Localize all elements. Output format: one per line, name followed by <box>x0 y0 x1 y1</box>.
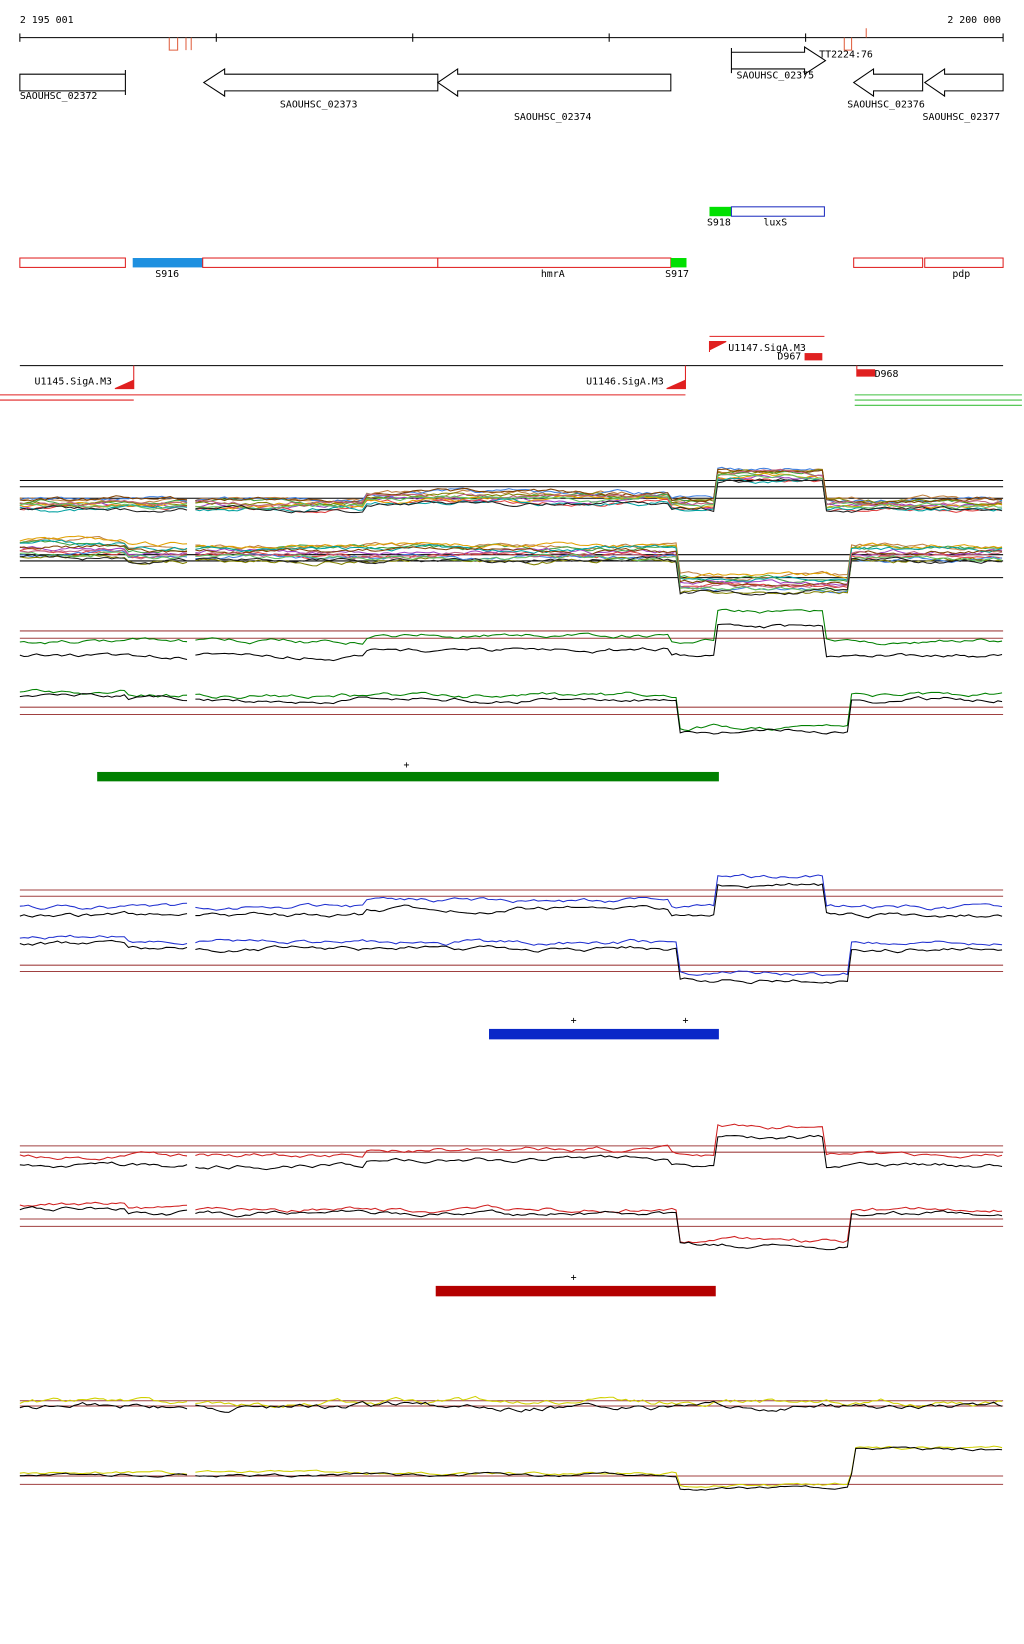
ruler-ticks <box>19 33 1004 42</box>
trace <box>195 546 1003 587</box>
feature-shapes <box>19 206 1004 268</box>
trace <box>19 1470 188 1476</box>
trace <box>195 556 1003 595</box>
trace <box>195 1204 1003 1244</box>
promoter-label: D967 <box>777 351 801 362</box>
gene-label: SAOUHSC_02375 <box>737 70 815 81</box>
trace <box>195 477 1003 514</box>
terminator-label: TT2224:76 <box>819 49 873 60</box>
feature-label: luxS <box>763 218 787 229</box>
trace <box>195 1445 1003 1488</box>
gene-label: SAOUHSC_02374 <box>514 112 592 123</box>
trace <box>195 478 1003 514</box>
track-marker: + <box>403 760 409 771</box>
trace <box>19 495 188 502</box>
trace <box>195 1134 1003 1171</box>
trace <box>19 910 188 918</box>
trace <box>19 535 188 547</box>
trace <box>195 1446 1003 1491</box>
track-marker: + <box>571 1016 577 1027</box>
ruler-end: 2 200 000 <box>947 15 1001 26</box>
gene-label: SAOUHSC_02376 <box>847 100 925 111</box>
promoter-shapes <box>0 335 1022 406</box>
trace <box>195 696 1003 735</box>
trace <box>195 543 1003 583</box>
trace <box>195 556 1003 596</box>
trace <box>19 1397 188 1405</box>
trace <box>195 873 1003 911</box>
feature-label: pdp <box>952 269 970 280</box>
trace <box>19 553 188 565</box>
track-bars <box>97 771 719 1297</box>
trace <box>195 608 1003 646</box>
trace <box>195 468 1003 508</box>
trace <box>19 1151 188 1161</box>
trace <box>19 505 188 513</box>
trace <box>19 1401 188 1410</box>
trace <box>195 553 1003 592</box>
feature-label: S916 <box>155 269 179 280</box>
trace <box>195 1400 1003 1413</box>
trace <box>195 541 1003 580</box>
trace <box>19 1206 188 1216</box>
trace <box>19 544 188 553</box>
trace <box>19 902 188 910</box>
trace <box>195 1395 1003 1409</box>
trace <box>19 652 188 661</box>
trace <box>19 545 188 556</box>
trace <box>195 473 1003 510</box>
trace <box>19 637 188 645</box>
gene-label: SAOUHSC_02373 <box>280 100 358 111</box>
track-marker: + <box>682 1016 688 1027</box>
promoter-label: U1147.SigA.M3 <box>728 343 806 354</box>
promoter-label: U1146.SigA.M3 <box>586 376 664 387</box>
feature-label: S918 <box>707 218 731 229</box>
trace <box>195 623 1003 662</box>
ruler-marks <box>168 28 867 51</box>
feature-label: S917 <box>665 269 689 280</box>
trace <box>195 1123 1003 1159</box>
track-marker: + <box>571 1273 577 1284</box>
trace <box>19 549 188 559</box>
trace <box>195 882 1003 919</box>
feature-label: hmrA <box>541 269 565 280</box>
trace <box>19 688 188 698</box>
gene-shapes <box>19 46 1004 98</box>
trace <box>19 499 188 507</box>
trace <box>19 939 188 950</box>
trace <box>195 938 1003 977</box>
trace <box>195 541 1003 581</box>
trace <box>19 934 188 946</box>
gene-label: SAOUHSC_02372 <box>20 91 98 102</box>
expression-tracks <box>19 466 1004 1491</box>
trace <box>195 691 1003 732</box>
ruler-start: 2 195 001 <box>20 15 74 26</box>
trace <box>19 551 188 560</box>
trace <box>19 547 188 560</box>
trace <box>195 1209 1003 1251</box>
promoter-label: U1145.SigA.M3 <box>34 376 112 387</box>
trace <box>195 945 1003 985</box>
trace <box>19 693 188 702</box>
trace <box>195 469 1003 507</box>
trace <box>19 1161 188 1169</box>
promoter-label: D968 <box>875 369 899 380</box>
trace <box>19 1472 188 1478</box>
trace <box>19 1201 188 1210</box>
trace <box>195 468 1003 506</box>
gene-label: SAOUHSC_02377 <box>923 112 1001 123</box>
